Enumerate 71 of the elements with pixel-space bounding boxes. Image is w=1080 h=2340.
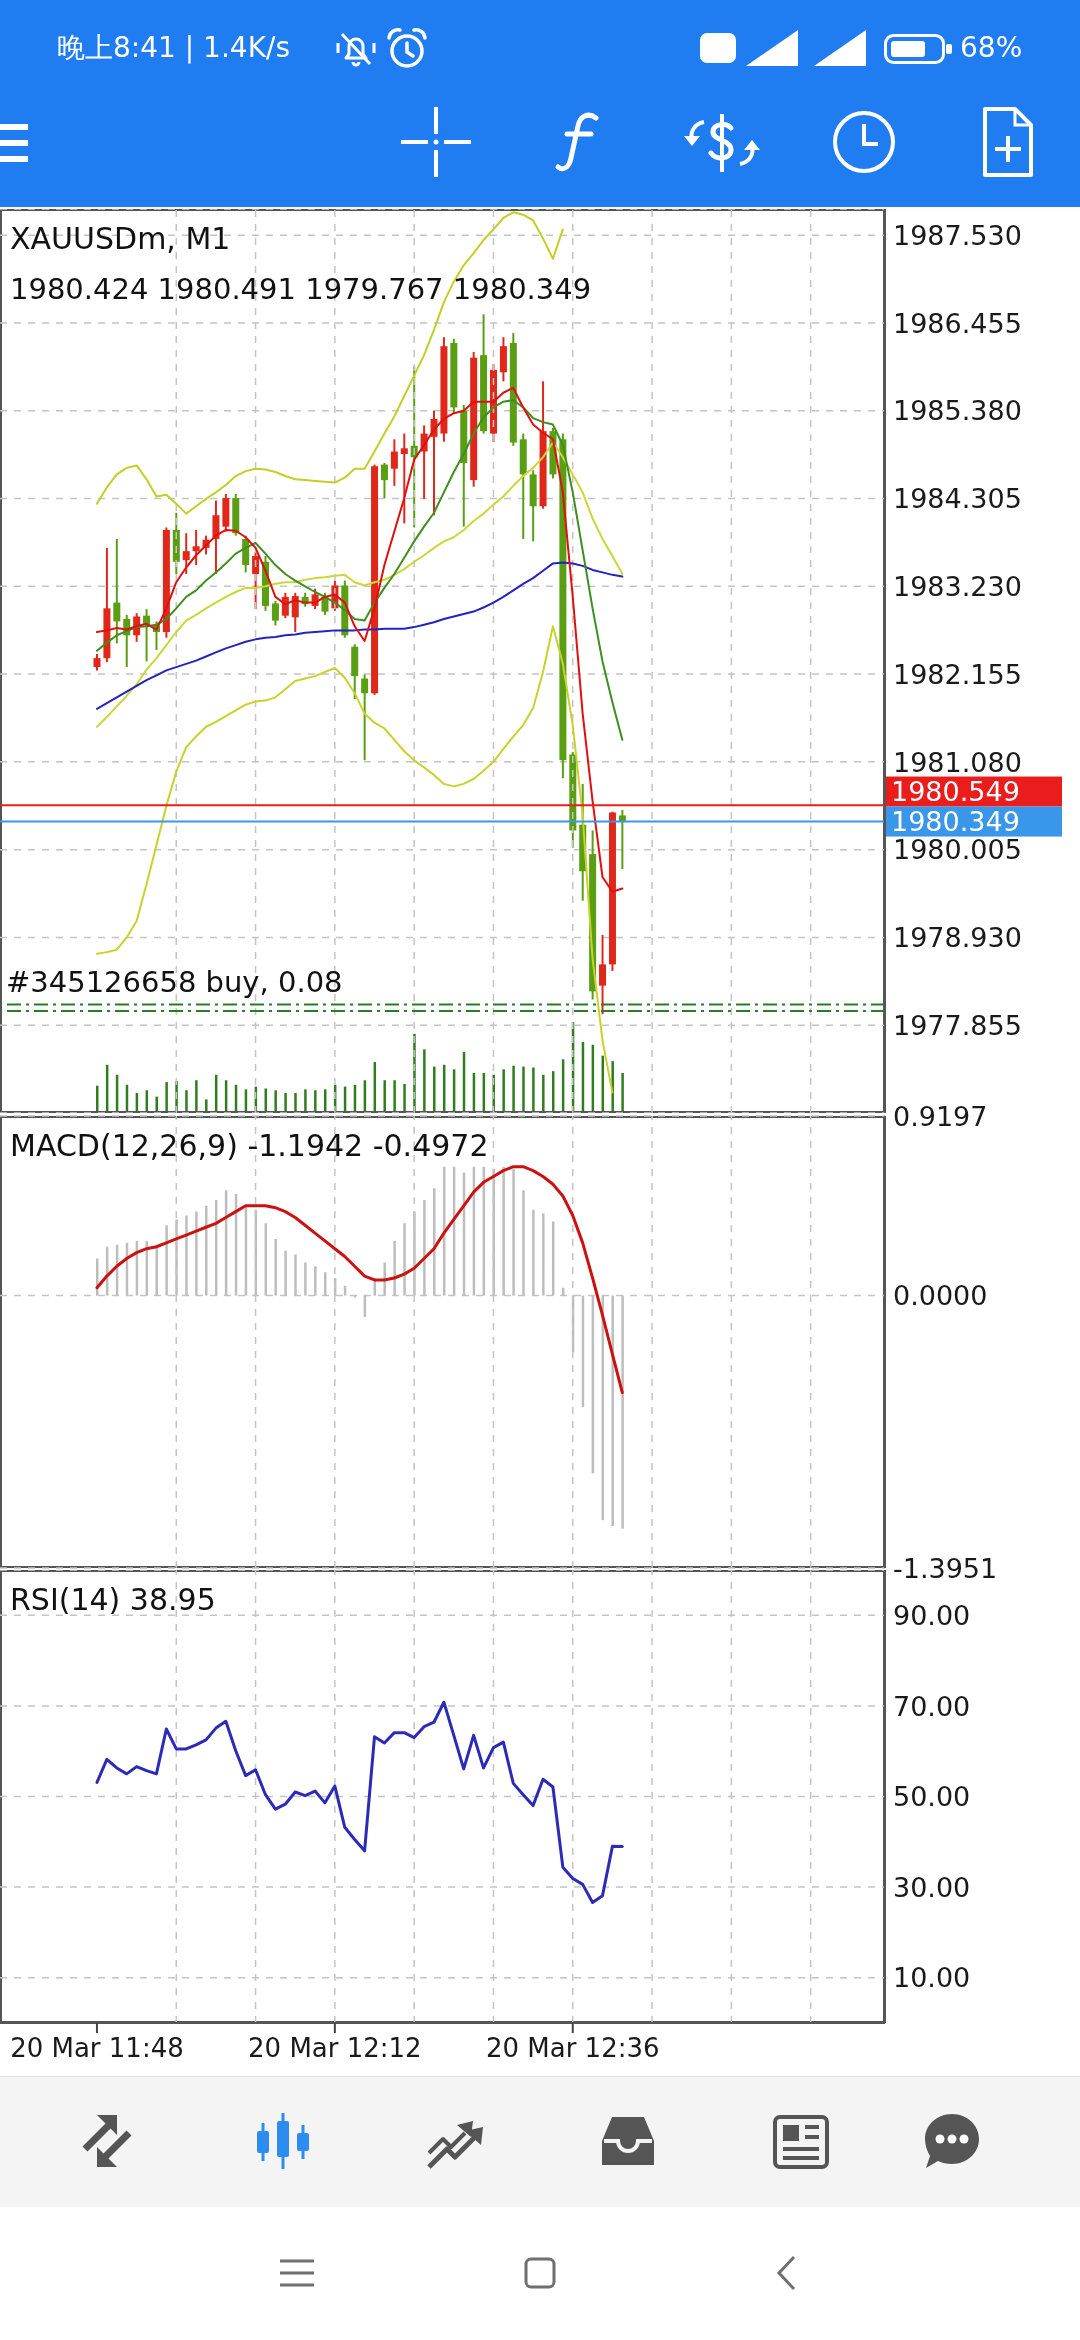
line-series [95,399,624,741]
candlestick [271,599,279,627]
y-tick-label: -1.3951 [893,1552,998,1584]
x-tick-label: 20 Mar 11:48 [10,2033,184,2064]
y-tick-label: 1982.155 [893,658,1022,690]
y-tick-label: 1985.380 [893,395,1022,427]
text: 1980.424 1980.491 1979.767 1980.349 [10,271,592,307]
line-series [95,441,624,728]
text: 68% [960,30,1023,66]
y-tick-label: 0.0000 [893,1280,988,1312]
line-series [95,1165,624,1395]
ref-line-label: #345126658 buy, 0.08 [6,965,343,1000]
bar [274,1090,277,1113]
bar [393,1080,396,1113]
bar [502,1069,505,1113]
text: 晚上8:41 | 1.4K/s [57,30,291,66]
candlestick [618,808,626,871]
candlestick [192,528,200,567]
bar [195,1080,198,1113]
line-series [95,561,624,710]
ref-line-label: 1980.549 [891,776,1020,808]
candlestick [182,532,190,576]
candlestick [361,673,369,762]
y-tick-label: 1984.305 [893,483,1022,515]
bar [314,1090,317,1113]
bar [611,1061,614,1113]
bar [611,1295,614,1526]
bar [165,1082,168,1113]
bar [205,1205,208,1296]
bar [175,1081,178,1113]
bar [383,1080,386,1113]
candlestick [212,499,220,576]
bar [205,1099,208,1113]
bar [284,1092,287,1113]
y-tick-label: 1987.530 [893,219,1022,251]
chart-title: XAUUSDm, M1 [10,221,231,257]
chart-title: RSI(14) 38.95 [10,1582,216,1618]
bar [403,1083,406,1113]
y-tick-label: 30.00 [893,1871,971,1903]
y-tick-label: 1977.855 [893,1009,1022,1041]
bar [433,1066,436,1113]
bar [512,1065,515,1113]
bar [542,1074,545,1113]
y-tick-label: 0.9197 [893,1100,988,1132]
y-tick-label: 10.00 [893,1962,971,1994]
bar [304,1089,307,1113]
bar [96,1085,99,1113]
candlestick [380,461,388,500]
candlestick [113,537,121,645]
candlestick [281,591,289,620]
bar [532,1067,535,1113]
line-series [95,1700,624,1904]
candlestick [390,438,398,487]
candlestick [599,933,607,1016]
y-tick-label: 1986.455 [893,307,1022,339]
y-tick-label: 1981.080 [893,746,1022,778]
bar [621,1072,624,1113]
x-tick-label: 20 Mar 12:12 [248,2033,422,2064]
y-tick-label: 70.00 [893,1690,971,1722]
y-tick-label: 50.00 [893,1781,971,1813]
candlestick [400,432,408,525]
bar [155,1096,158,1113]
chart-title: MACD(12,26,9) -1.1942 -0.4972 [10,1128,489,1164]
bar [185,1090,188,1113]
bar [294,1092,297,1113]
bar [522,1066,525,1113]
x-tick-label: 20 Mar 12:36 [485,2033,660,2064]
bar [423,1049,426,1113]
y-tick-label: 1978.930 [893,922,1022,954]
y-tick-label: 90.00 [893,1600,971,1632]
y-tick-label: 1983.230 [893,571,1022,602]
